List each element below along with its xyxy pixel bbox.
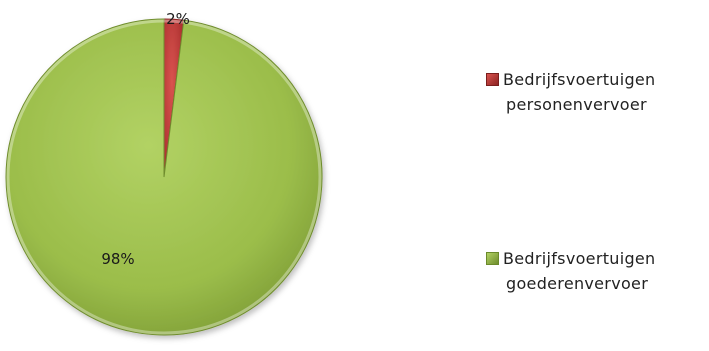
legend-label-line2: goederenvervoer xyxy=(506,274,649,293)
data-label-personenvervoer: 2% xyxy=(166,10,190,28)
legend-swatch-green xyxy=(486,252,499,265)
legend-label-line1: Bedrijfsvoertuigen xyxy=(503,70,656,89)
legend-label-line2: personenvervoer xyxy=(506,95,647,114)
legend-swatch-red xyxy=(486,73,499,86)
pie-bevel-ring xyxy=(6,19,322,335)
pie-slice-goederenvervoer xyxy=(5,18,323,336)
legend-label-goederenvervoer: Bedrijfsvoertuigen goederenvervoer xyxy=(503,246,709,296)
legend-label-line1: Bedrijfsvoertuigen xyxy=(503,249,656,268)
legend-label-personenvervoer: Bedrijfsvoertuigen personenvervoer xyxy=(503,67,709,117)
data-label-goederenvervoer: 98% xyxy=(101,250,134,268)
